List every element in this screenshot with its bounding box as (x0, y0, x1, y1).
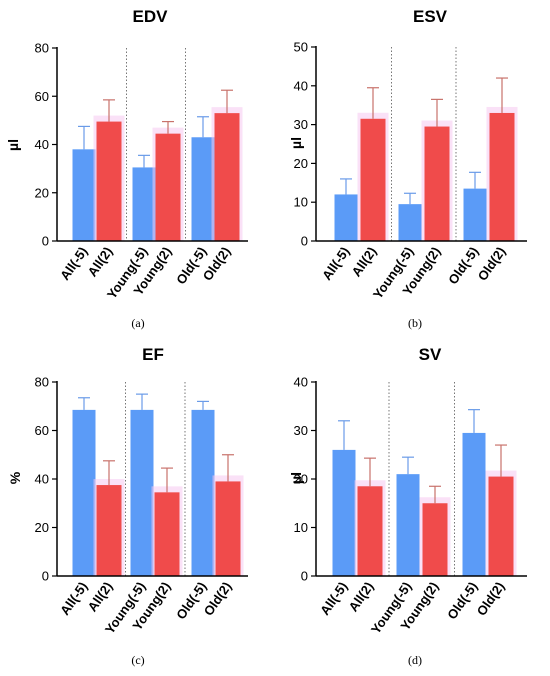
bar (422, 503, 448, 576)
bar (155, 133, 181, 241)
bar (72, 149, 96, 241)
y-tick-label: 30 (294, 423, 308, 438)
category-label: All(-5) (57, 579, 90, 618)
y-tick-label: 20 (294, 472, 308, 487)
y-axis-label: % (7, 471, 23, 484)
y-tick-label: 10 (294, 195, 308, 210)
y-tick-label: 20 (35, 520, 49, 535)
y-tick-label: 60 (35, 423, 49, 438)
y-tick-label: 60 (35, 89, 49, 104)
panel-caption: (b) (408, 316, 422, 330)
panel-caption: (a) (131, 316, 144, 330)
bar (154, 492, 180, 576)
panel-caption: (c) (131, 653, 144, 667)
bar (191, 409, 215, 576)
bar (357, 486, 383, 576)
chart-title: EDV (133, 7, 169, 26)
category-label: Old(-5) (173, 579, 209, 622)
y-tick-label: 0 (301, 569, 308, 584)
bar (360, 118, 386, 241)
category-label: Old(-5) (445, 244, 481, 287)
chart-panel-3: EF%All(-5)All(2)Young(-5)Young(2) Old(-5)… (7, 345, 248, 667)
category-label: All(2) (85, 579, 116, 614)
bar (215, 481, 241, 576)
category-label: All(2) (346, 579, 377, 614)
y-tick-label: 40 (35, 472, 49, 487)
bar (132, 167, 156, 241)
bar (488, 476, 514, 576)
y-tick-label: 20 (35, 185, 49, 200)
y-tick-label: 80 (35, 375, 49, 390)
y-tick-label: 40 (294, 375, 308, 390)
bar (72, 409, 96, 576)
y-tick-label: 30 (294, 117, 308, 132)
chart-title: ESV (413, 7, 448, 26)
category-label: Old(2) (475, 244, 509, 283)
chart-panel-1: EDVµlAll(-5)All(2)Young(-5)Young(2)Old(-… (5, 7, 248, 330)
y-axis-label: µl (288, 137, 304, 149)
y-tick-label: 0 (42, 234, 49, 249)
category-label: All(-5) (57, 244, 90, 283)
category-label: All(2) (349, 244, 380, 279)
bar (332, 449, 356, 576)
bar (489, 112, 515, 242)
category-label: Old(2) (474, 579, 508, 618)
bar (462, 432, 486, 576)
bar (96, 485, 122, 576)
bar (396, 474, 420, 576)
y-tick-label: 10 (294, 520, 308, 535)
y-axis-label: µl (5, 139, 21, 151)
bar (334, 194, 358, 241)
y-tick-label: 0 (42, 569, 49, 584)
y-tick-label: 40 (294, 78, 308, 93)
y-tick-label: 50 (294, 40, 308, 55)
y-tick-label: 40 (35, 137, 49, 152)
category-label: All(-5) (317, 579, 350, 618)
category-label: All(2) (85, 244, 116, 279)
bar (96, 121, 122, 241)
y-tick-label: 80 (35, 41, 49, 56)
panel-caption: (d) (408, 653, 422, 667)
category-label: Old(2) (201, 579, 235, 618)
bar (130, 409, 154, 576)
bar (214, 113, 240, 241)
category-label: Old(-5) (444, 579, 480, 622)
y-tick-label: 0 (301, 234, 308, 249)
bar (463, 188, 487, 241)
bar (424, 126, 450, 241)
chart-title: EF (142, 345, 164, 364)
y-tick-label: 20 (294, 156, 308, 171)
category-label: All(-5) (319, 244, 352, 283)
bar (191, 137, 215, 241)
y-axis-label: µl (288, 472, 304, 484)
category-label: Old(-5) (173, 244, 209, 287)
chart-title: SV (419, 345, 442, 364)
bar (398, 204, 422, 241)
